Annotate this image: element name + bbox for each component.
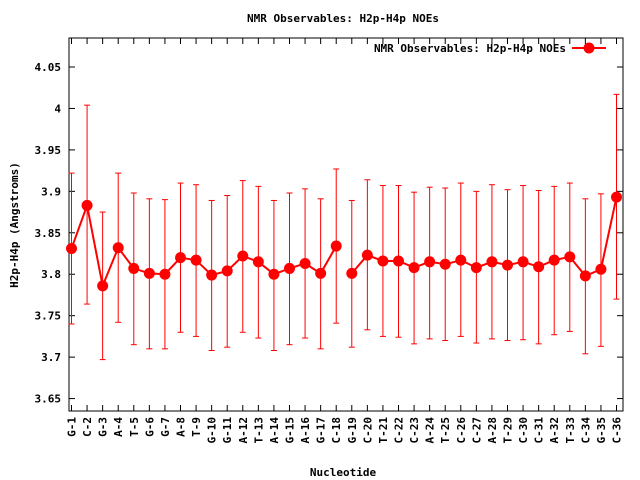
data-point xyxy=(97,280,109,292)
data-point xyxy=(284,262,295,274)
x-tick-label: A-24 xyxy=(424,417,437,444)
x-tick-label: A-16 xyxy=(299,417,312,444)
x-tick-label: G-6 xyxy=(143,417,156,437)
data-point xyxy=(486,256,498,268)
y-tick-label: 3.95 xyxy=(35,144,62,157)
x-tick-label: G-35 xyxy=(595,417,608,444)
data-point xyxy=(315,267,327,279)
x-tick-label: T-33 xyxy=(564,417,577,444)
x-axis: G-1 C-2 G-3 A-4 T-5 G-6 G-7 A-8 T-9 G-10 G-11 A-12 T… xyxy=(66,38,624,444)
x-tick-label: A-8 xyxy=(175,417,188,437)
data-point xyxy=(299,257,311,269)
data-point xyxy=(548,254,560,266)
y-tick-label: 3.65 xyxy=(35,393,62,406)
data-point xyxy=(579,270,591,282)
data-point xyxy=(564,251,576,263)
legend-label: NMR Observables: H2p-H4p NOEs xyxy=(374,42,566,55)
data-point xyxy=(470,262,482,274)
x-tick-label: T-25 xyxy=(439,417,452,444)
data-point xyxy=(330,240,342,252)
x-tick-label: G-17 xyxy=(315,417,328,444)
data-point xyxy=(143,267,155,279)
data-point xyxy=(393,255,404,267)
data-point xyxy=(128,262,140,274)
x-tick-label: A-14 xyxy=(268,417,281,444)
x-tick-label: C-31 xyxy=(533,417,546,444)
x-tick-label: A-32 xyxy=(548,417,561,444)
x-tick-label: G-10 xyxy=(206,417,219,444)
x-tick-label: T-5 xyxy=(128,417,141,437)
series-line xyxy=(70,201,338,290)
x-tick-label: G-11 xyxy=(221,417,234,444)
data-point xyxy=(361,249,373,261)
data-point xyxy=(175,252,186,264)
x-tick-label: C-27 xyxy=(470,417,483,444)
data-point xyxy=(408,262,420,274)
data-point xyxy=(66,243,77,255)
data-point xyxy=(533,261,545,273)
legend: NMR Observables: H2p-H4p NOEs xyxy=(374,42,606,55)
x-tick-label: G-3 xyxy=(97,417,110,437)
y-tick-label: 3.85 xyxy=(35,227,62,240)
x-tick-label: C-23 xyxy=(408,417,421,444)
data-point xyxy=(252,256,264,268)
x-tick-label: A-12 xyxy=(237,417,250,444)
x-tick-label: T-21 xyxy=(377,417,390,444)
data-point xyxy=(595,263,607,275)
x-tick-label: C-18 xyxy=(330,417,343,444)
x-tick-label: C-22 xyxy=(393,417,406,444)
series-layer xyxy=(66,93,622,361)
y-tick-label: 3.7 xyxy=(41,351,61,364)
x-tick-label: T-13 xyxy=(252,417,265,444)
data-point xyxy=(112,242,124,254)
y-tick-label: 3.8 xyxy=(41,268,61,281)
y-axis: 3.65 3.7 3.75 3.8 3.85 3.9 3.95 4 4.05 xyxy=(35,61,623,406)
data-point xyxy=(159,268,171,280)
data-point xyxy=(611,191,622,203)
x-tick-label: C-34 xyxy=(579,417,592,444)
x-tick-label: G-19 xyxy=(346,417,359,444)
y-tick-label: 4.05 xyxy=(35,61,62,74)
y-axis-label: H2p-H4p (Angstroms) xyxy=(8,162,21,288)
data-point xyxy=(455,254,467,266)
data-point xyxy=(190,254,202,266)
data-point xyxy=(221,265,233,277)
data-point xyxy=(237,250,249,262)
x-tick-label: C-36 xyxy=(611,417,624,444)
x-tick-label: A-4 xyxy=(112,417,125,437)
data-point xyxy=(424,256,436,268)
plot-frame xyxy=(68,37,624,412)
data-point xyxy=(206,269,218,281)
data-point xyxy=(517,256,529,268)
x-tick-label: G-7 xyxy=(159,417,172,437)
x-tick-label: C-30 xyxy=(517,417,530,444)
x-tick-label: T-29 xyxy=(502,417,515,444)
data-point xyxy=(268,268,280,280)
x-tick-label: C-26 xyxy=(455,417,468,444)
data-point xyxy=(81,199,93,211)
y-tick-label: 3.75 xyxy=(35,310,62,323)
y-tick-label: 4 xyxy=(54,102,61,115)
y-tick-label: 3.9 xyxy=(41,185,61,198)
data-point xyxy=(346,267,358,279)
data-point xyxy=(502,259,513,271)
x-tick-label: T-9 xyxy=(190,417,203,437)
chart-title: NMR Observables: H2p-H4p NOEs xyxy=(247,12,439,25)
x-tick-label: G-1 xyxy=(66,417,79,437)
data-point xyxy=(439,258,451,270)
x-axis-label: Nucleotide xyxy=(310,466,377,479)
x-tick-label: G-15 xyxy=(284,417,297,444)
legend-marker xyxy=(583,42,595,54)
x-tick-label: A-28 xyxy=(486,417,499,444)
data-point xyxy=(377,255,389,267)
series-line xyxy=(351,196,618,278)
x-tick-label: C-2 xyxy=(81,417,94,437)
x-tick-label: C-20 xyxy=(361,417,374,444)
